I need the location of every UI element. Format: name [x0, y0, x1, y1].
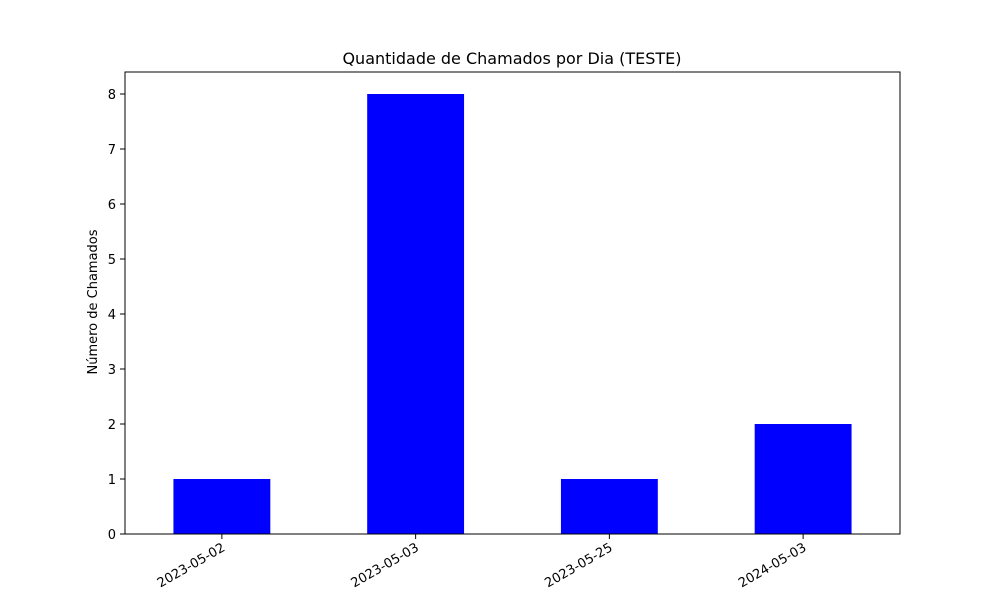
y-tick-label: 0	[108, 528, 116, 543]
y-tick-label: 8	[108, 88, 116, 103]
y-tick-label: 1	[108, 473, 116, 488]
y-tick-label: 3	[108, 363, 116, 378]
y-tick-label: 2	[108, 418, 116, 433]
bar-2023-05-25	[560, 479, 658, 534]
y-axis-label: Número de Chamados	[86, 229, 101, 374]
x-tick-label: 2023-05-25	[542, 540, 615, 591]
x-axis-ticks: 2023-05-02 2023-05-03 2023-05-25 2024-05-03	[155, 534, 809, 591]
y-tick-label: 4	[108, 308, 116, 323]
bar-2024-05-03	[754, 424, 852, 534]
chart-title: Quantidade de Chamados por Dia (TESTE)	[342, 49, 681, 68]
y-axis-ticks: 0 1 2 3 4 5 6 7 8	[108, 88, 125, 543]
plot-area-frame	[124, 71, 901, 535]
bar-2023-05-03	[367, 94, 465, 534]
y-tick-label: 5	[108, 253, 116, 268]
x-tick-label: 2023-05-02	[155, 540, 228, 591]
y-tick-label: 6	[108, 198, 116, 213]
x-tick-label: 2024-05-03	[736, 540, 809, 591]
bar-2023-05-02	[173, 479, 271, 534]
x-tick-label: 2023-05-03	[349, 540, 422, 591]
bars-group	[173, 94, 852, 534]
y-tick-label: 7	[108, 143, 116, 158]
